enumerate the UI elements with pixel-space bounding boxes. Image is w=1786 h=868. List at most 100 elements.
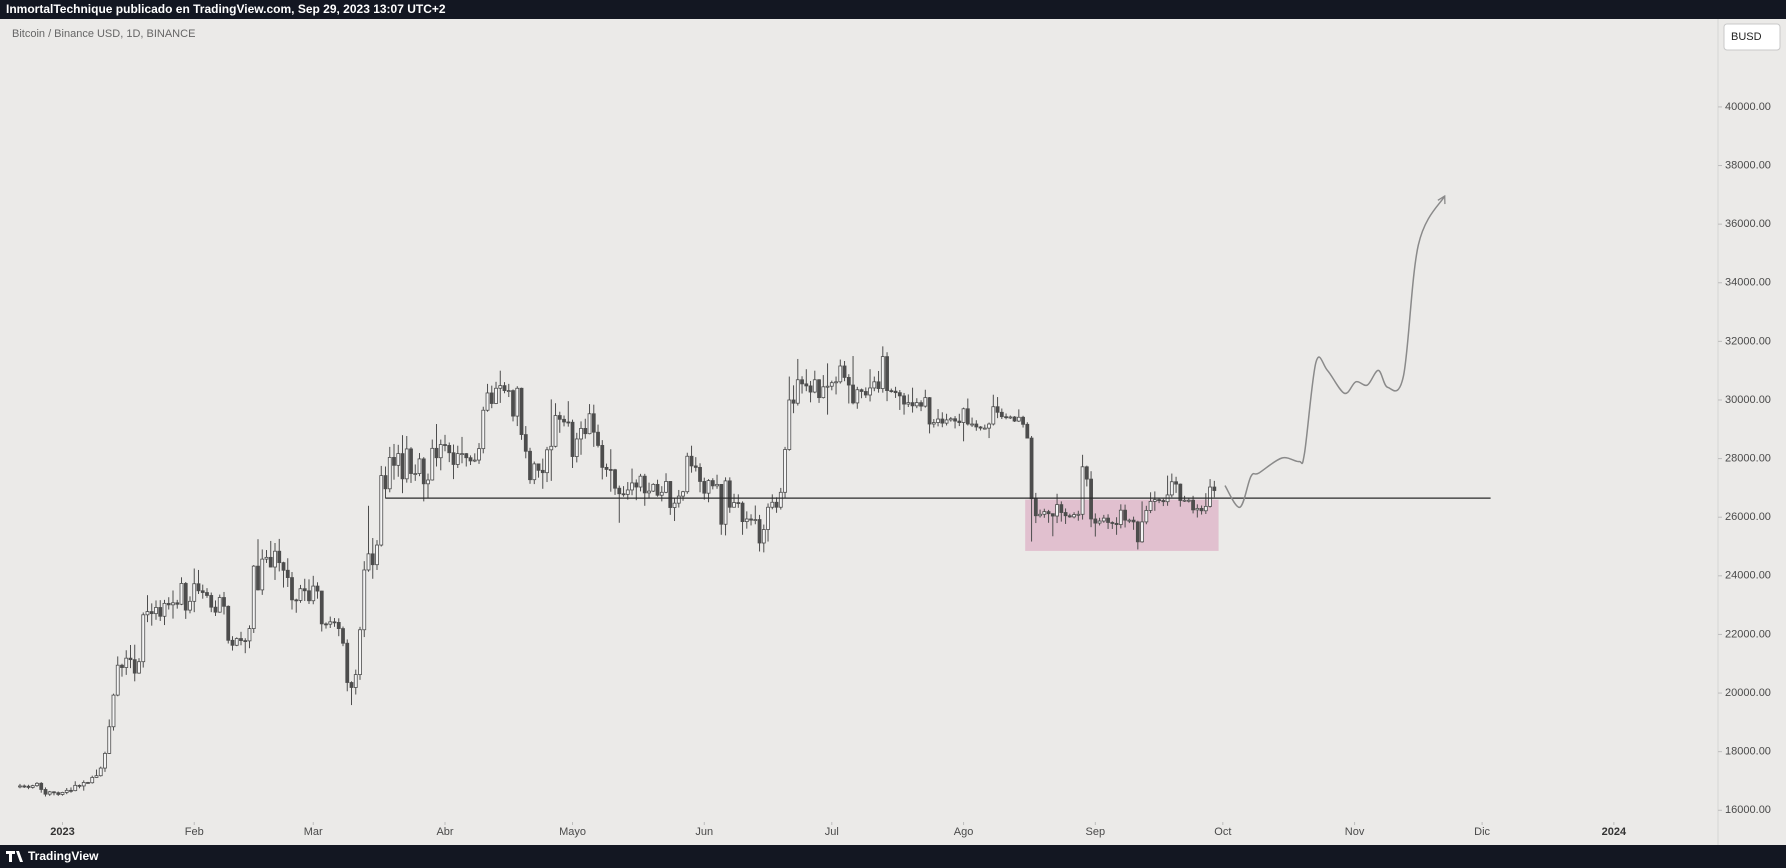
candle-body — [863, 391, 868, 396]
candle-body — [1152, 499, 1157, 502]
candle-body — [1178, 483, 1183, 501]
candle-body — [681, 491, 685, 497]
candle-body — [1050, 513, 1055, 517]
candle-body — [209, 595, 214, 608]
candle-body — [974, 423, 979, 428]
candle-body — [234, 638, 239, 646]
candle-body — [1012, 416, 1017, 422]
x-tick-label: 2023 — [50, 826, 74, 838]
candle-body — [876, 381, 881, 389]
candle-body — [396, 453, 401, 466]
y-tick-label: 28000.00 — [1725, 453, 1771, 465]
candle-body — [982, 427, 987, 430]
y-tick-label: 36000.00 — [1725, 218, 1771, 230]
candle-body — [804, 383, 809, 387]
candle-body — [1101, 517, 1106, 522]
candle-body — [672, 502, 677, 508]
plot — [18, 194, 1491, 797]
candle-body — [26, 785, 31, 788]
candle-body — [1144, 510, 1149, 523]
candle-body — [978, 426, 983, 429]
candle-body — [115, 664, 120, 696]
candle-body — [727, 480, 732, 508]
candle-body — [489, 392, 494, 404]
candle-body — [523, 434, 528, 452]
candle-body — [906, 402, 911, 405]
candle-body — [358, 629, 362, 675]
candle-body — [817, 379, 821, 399]
candle-body — [353, 674, 358, 688]
candle-body — [166, 602, 171, 606]
candle-body — [1076, 513, 1081, 516]
y-tick-label: 40000.00 — [1725, 101, 1771, 113]
currency[interactable]: BUSD — [1731, 31, 1762, 43]
candle-body — [162, 602, 167, 617]
candle-body — [736, 502, 741, 504]
candle-body — [447, 445, 452, 454]
candle-body — [740, 502, 745, 523]
candle-body — [200, 590, 205, 593]
candle-body — [192, 583, 197, 602]
candle-body — [1114, 522, 1119, 525]
candle-body — [502, 385, 507, 392]
candle-body — [685, 455, 690, 493]
candle-body — [455, 453, 460, 465]
candle-body — [787, 399, 792, 450]
candle-body — [1093, 518, 1098, 524]
candle-body — [39, 782, 44, 790]
candle-body — [519, 387, 524, 435]
candle-body — [574, 438, 579, 457]
candle-body — [1106, 517, 1110, 523]
candle-body — [991, 406, 996, 425]
candle-body — [961, 408, 966, 423]
candle-body — [625, 489, 630, 495]
candle-body — [1063, 512, 1068, 517]
candle-body — [217, 597, 222, 613]
x-tick-label: Mayo — [559, 826, 586, 838]
candle-body — [175, 602, 180, 605]
candle-body — [1059, 504, 1064, 513]
candle-body — [73, 784, 78, 792]
candle-body — [1118, 509, 1123, 525]
y-tick-label: 16000.00 — [1725, 804, 1771, 816]
candle-body — [999, 411, 1004, 418]
candle-body — [919, 402, 923, 407]
candle-body — [668, 481, 673, 508]
candle-body — [587, 413, 592, 435]
candle-body — [944, 419, 949, 424]
candle-body — [1169, 481, 1174, 496]
candle-body — [706, 480, 711, 494]
candle-body — [158, 607, 163, 617]
candle-body — [264, 556, 269, 560]
candle-body — [404, 448, 409, 480]
candle-body — [651, 483, 656, 492]
candle-body — [1042, 511, 1047, 515]
candle-body — [307, 590, 311, 602]
candle-body — [702, 481, 707, 494]
candle-body — [145, 611, 150, 616]
candle-body — [86, 782, 90, 784]
candle-body — [277, 550, 282, 564]
x-tick-label: Jul — [825, 826, 839, 838]
candle-body — [506, 390, 511, 393]
candle-body — [226, 605, 231, 641]
candle-body — [103, 753, 107, 769]
candle-body — [562, 418, 566, 423]
candle-body — [855, 389, 860, 404]
candle-body — [22, 785, 27, 788]
candle-body — [723, 480, 728, 525]
candle-body — [69, 789, 73, 792]
candle-body — [149, 611, 154, 615]
candle-body — [1131, 519, 1136, 523]
candle-body — [128, 657, 133, 661]
x-tick-label: Oct — [1214, 826, 1231, 838]
candle-body — [298, 588, 303, 601]
currency-box[interactable] — [1723, 23, 1781, 51]
candle-body — [1084, 466, 1089, 480]
candle-body — [545, 449, 549, 474]
x-tick-label: 2024 — [1602, 826, 1627, 838]
y-tick-label: 18000.00 — [1725, 746, 1771, 758]
candle-body — [953, 418, 957, 422]
